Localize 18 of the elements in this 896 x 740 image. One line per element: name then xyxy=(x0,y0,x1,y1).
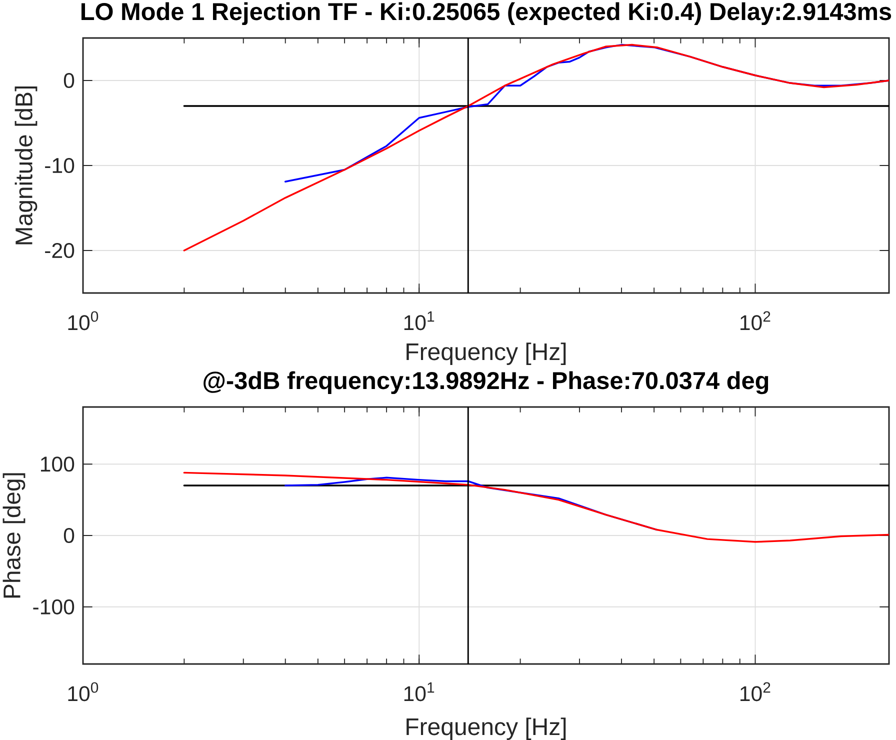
x-tick-label: 10$^{0}$ xyxy=(68,682,98,702)
x-tick-label: 10$^{1}$ xyxy=(404,682,434,702)
y-tick-label: -20 xyxy=(45,242,74,258)
x-tick-label: 10$^{1}$ xyxy=(404,311,434,330)
y-tick-label: 0 xyxy=(64,528,74,544)
y-axis-title: Phase [deg] xyxy=(2,473,26,598)
y-tick-label: 100 xyxy=(40,456,74,472)
y-axis-title: Magnitude [dB] xyxy=(14,86,38,244)
x-tick-label: 10$^{2}$ xyxy=(740,311,770,330)
y-tick-label: 0 xyxy=(64,72,74,88)
x-axis-title: Frequency [Hz] xyxy=(406,718,566,740)
x-tick-label: 10$^{0}$ xyxy=(68,311,98,330)
y-tick-label: -100 xyxy=(33,599,74,614)
x-axis-title: Frequency [Hz] xyxy=(406,342,566,365)
x-tick-label: 10$^{2}$ xyxy=(740,682,770,702)
chart-title: LO Mode 1 Rejection TF - Ki:0.25065 (expected Ki:0.4) Delay:2.9143ms xyxy=(82,2,892,26)
chart-title: @-3dB frequency:13.9892Hz - Phase:70.0374 deg xyxy=(204,371,768,394)
y-tick-label: -10 xyxy=(45,158,74,174)
